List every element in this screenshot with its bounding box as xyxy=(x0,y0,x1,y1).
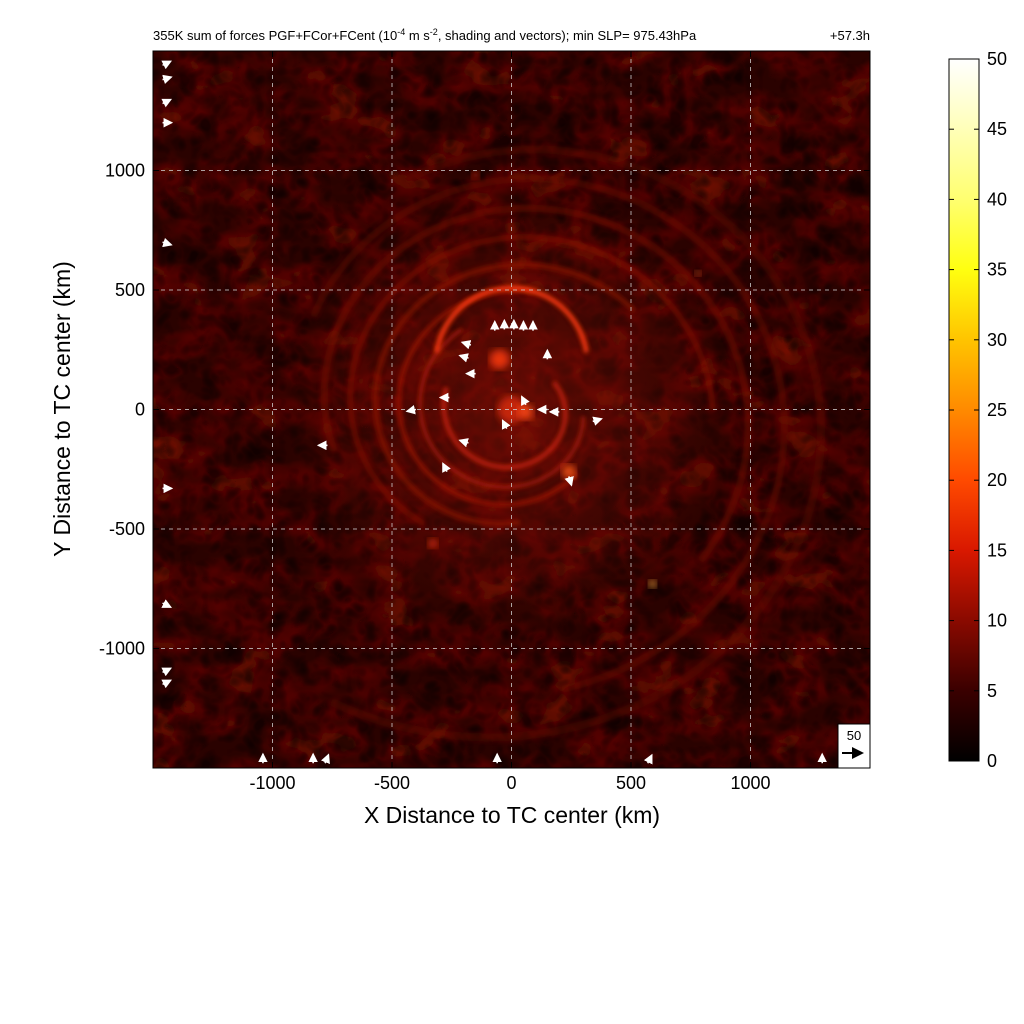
hotspot xyxy=(427,538,438,549)
y-tick-label: 1000 xyxy=(105,161,145,181)
colorbar-tick-label: 15 xyxy=(987,540,1007,560)
force-vector xyxy=(458,353,469,363)
y-tick-label: -500 xyxy=(109,519,145,539)
colorbar-tick-label: 40 xyxy=(987,189,1007,209)
x-tick-label: -500 xyxy=(374,773,410,793)
hotspot xyxy=(517,403,534,420)
axes: -1000 -500 0 500 1000 -1000 -500 0 500 1000 xyxy=(99,51,870,793)
reference-vector-label: 50 xyxy=(847,728,861,743)
force-vector xyxy=(460,340,472,350)
colorbar-tick-label: 20 xyxy=(987,470,1007,490)
colorbar-tick-label: 50 xyxy=(987,49,1007,69)
y-tick-label: 500 xyxy=(115,280,145,300)
hotspot xyxy=(561,464,576,479)
hotspot xyxy=(497,395,526,424)
spiral-band xyxy=(396,287,579,507)
force-vectors xyxy=(161,60,828,765)
eyewall-arc xyxy=(433,285,590,354)
x-axis-label: X Distance to TC center (km) xyxy=(364,802,660,828)
hotspot xyxy=(694,270,701,277)
force-vector xyxy=(161,667,173,677)
hotspot xyxy=(489,349,510,370)
force-vector xyxy=(592,416,603,426)
x-tick-label: 1000 xyxy=(730,773,770,793)
colorbar-ticks: 0 5 10 15 20 25 30 35 40 45 50 xyxy=(949,49,1007,771)
force-vector xyxy=(161,599,173,608)
force-vector xyxy=(161,60,173,70)
y-tick-label: 0 xyxy=(135,400,145,420)
spiral-bands xyxy=(310,145,826,742)
force-vector xyxy=(501,419,511,430)
force-vector xyxy=(643,753,653,765)
colorbar: 0 5 10 15 20 25 30 35 40 45 50 xyxy=(948,49,1007,771)
force-vector xyxy=(405,404,417,415)
y-tick-label: -1000 xyxy=(99,639,145,659)
reference-vector: 50 xyxy=(837,723,871,769)
spiral-band xyxy=(329,145,826,742)
plot-area xyxy=(153,51,870,768)
hotspot xyxy=(648,579,657,588)
spiral-band xyxy=(372,261,637,527)
chart-title: 355K sum of forces PGF+FCor+FCent (10-4 … xyxy=(153,27,697,43)
x-tick-label: 0 xyxy=(506,773,516,793)
colorbar-tick-label: 45 xyxy=(987,119,1007,139)
spiral-band xyxy=(310,175,788,693)
force-vector xyxy=(521,395,530,406)
hotspot xyxy=(471,171,480,180)
colorbar-tick-label: 25 xyxy=(987,400,1007,420)
colorbar-tick-label: 5 xyxy=(987,681,997,701)
hotspots xyxy=(427,171,701,588)
force-vector xyxy=(564,475,574,487)
force-vector xyxy=(320,753,330,765)
force-vector xyxy=(458,438,469,448)
spiral-band xyxy=(441,380,568,470)
x-tick-label: -1000 xyxy=(249,773,295,793)
colorbar-tick-label: 0 xyxy=(987,751,997,771)
time-label: +57.3h xyxy=(830,28,870,43)
force-vector xyxy=(162,74,173,84)
force-vector xyxy=(161,679,173,689)
force-vector xyxy=(161,98,173,108)
colorbar-tick-label: 30 xyxy=(987,330,1007,350)
colorbar-tick-label: 35 xyxy=(987,260,1007,280)
spiral-band xyxy=(417,327,586,490)
colorbar-tick-label: 10 xyxy=(987,611,1007,631)
x-tick-label: 500 xyxy=(616,773,646,793)
spiral-band xyxy=(320,204,752,564)
force-vector xyxy=(162,237,173,248)
force-vector xyxy=(442,462,451,473)
y-axis-label: Y Distance to TC center (km) xyxy=(49,261,75,557)
spiral-band xyxy=(347,234,716,527)
